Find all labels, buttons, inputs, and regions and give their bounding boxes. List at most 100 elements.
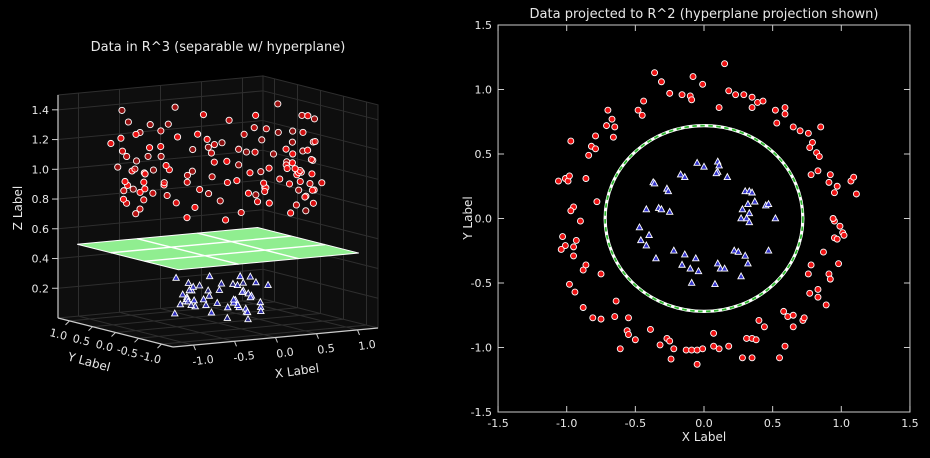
data-point-red-3d [141, 170, 149, 178]
y-tick-label: 1.5 [475, 19, 493, 32]
data-point-red [836, 222, 844, 230]
data-point-red [760, 323, 768, 331]
data-point-red-3d [205, 190, 213, 198]
data-point-red [567, 207, 575, 215]
data-point-red [710, 329, 718, 337]
data-point-red-3d [157, 127, 165, 135]
data-point-red-3d [304, 112, 312, 120]
data-point-red-3d [296, 177, 304, 186]
data-point-red [755, 316, 763, 324]
x-tick-label: 0.0 [275, 345, 294, 360]
data-point-red-3d [307, 155, 315, 164]
data-point-red-3d [261, 187, 269, 196]
data-point-blue-3d [170, 309, 179, 317]
data-point-red [589, 314, 597, 322]
data-point-blue [745, 208, 754, 217]
plot-3d-canvas: 0.20.40.60.81.01.21.4-1.0 -0.5 0.0 0.5 1.01.… [32, 75, 379, 369]
y-tick-mark [157, 343, 162, 349]
y-tick-label: -0.5 [471, 277, 492, 290]
data-point-red [585, 151, 593, 159]
data-point-blue [715, 161, 724, 169]
data-point-blue [664, 186, 673, 195]
data-point-red-3d [299, 128, 307, 136]
data-point-blue-3d [202, 300, 210, 308]
data-point-red-3d [183, 178, 191, 186]
data-point-red-3d [308, 186, 316, 194]
data-point-red-3d [252, 111, 260, 119]
x-tick-label: -1.0 [556, 417, 577, 430]
x-tick-mark [275, 337, 278, 343]
data-point-red [656, 341, 664, 349]
data-point-red [561, 242, 569, 250]
data-point-red-3d [237, 208, 245, 217]
data-point-red [592, 132, 599, 140]
data-point-blue [694, 266, 703, 275]
data-point-red [806, 144, 814, 152]
x-tick-label: -1.0 [191, 353, 214, 369]
data-point-red-3d [208, 173, 216, 181]
data-point-red [611, 313, 619, 320]
data-point-red [640, 97, 648, 105]
z-tick-label: 0.8 [32, 193, 50, 206]
x-tick-mark [193, 344, 196, 351]
data-point-blue-3d [215, 285, 224, 293]
data-point-red [571, 288, 579, 296]
y-tick-label: 0.5 [475, 148, 493, 161]
data-point-red-3d [223, 157, 231, 165]
data-point-blue [713, 259, 722, 267]
y-tick-mark [111, 332, 116, 337]
data-point-red-3d [282, 145, 290, 153]
data-point-red-3d [257, 168, 265, 176]
data-point-red-3d [260, 179, 268, 187]
x-tick-label: 1.0 [357, 338, 376, 353]
data-point-red [796, 127, 804, 135]
data-point-red-3d [235, 145, 243, 153]
data-point-blue [691, 253, 700, 262]
data-point-blue [764, 246, 773, 254]
data-point-blue-3d [233, 280, 242, 289]
y-tick-label: -0.5 [115, 343, 139, 361]
data-point-blue-3d [251, 277, 260, 286]
data-point-blue [771, 213, 780, 222]
data-point-red [670, 345, 678, 353]
data-point-red-3d [318, 179, 326, 187]
y-tick-mark [134, 337, 139, 343]
z-tick-label: 1.2 [32, 134, 50, 147]
data-point-red-3d [252, 191, 260, 199]
data-point-red [592, 145, 599, 153]
data-point-blue-3d [236, 271, 245, 280]
data-point-red-3d [291, 165, 299, 173]
data-point-blue-3d [190, 296, 199, 304]
data-point-red-3d [310, 115, 319, 123]
data-point-red [773, 119, 781, 127]
data-point-red [806, 289, 814, 297]
data-point-red-3d [196, 185, 204, 194]
data-point-red-3d [136, 205, 144, 213]
data-point-red-3d [222, 216, 230, 224]
data-point-blue-3d [172, 273, 181, 281]
data-point-red [804, 129, 812, 137]
data-point-red [608, 115, 616, 123]
data-point-blue-3d [213, 298, 222, 306]
x-tick-label: -0.5 [625, 417, 646, 430]
data-point-red-3d [188, 167, 196, 175]
z-tick-label: 1.4 [32, 104, 50, 117]
wall-grid-line [57, 90, 264, 111]
data-point-blue [636, 235, 645, 244]
data-point-red-3d [144, 152, 152, 160]
x-tick-label: 0.5 [764, 417, 782, 430]
data-point-red-3d [304, 146, 312, 154]
data-point-red-3d [118, 106, 126, 114]
data-point-blue-3d [264, 280, 272, 288]
data-point-red [725, 87, 733, 95]
data-point-red [666, 89, 674, 97]
data-point-red-3d [131, 165, 139, 173]
data-point-red [835, 260, 843, 268]
y-tick-label: -1.0 [471, 342, 492, 355]
data-point-red-3d [265, 199, 273, 207]
hyperplane-grid-line [110, 235, 292, 254]
data-point-red-3d [274, 100, 282, 108]
data-point-red-3d [199, 111, 208, 119]
data-point-red-3d [129, 185, 137, 193]
wall-grid-line [262, 179, 379, 210]
